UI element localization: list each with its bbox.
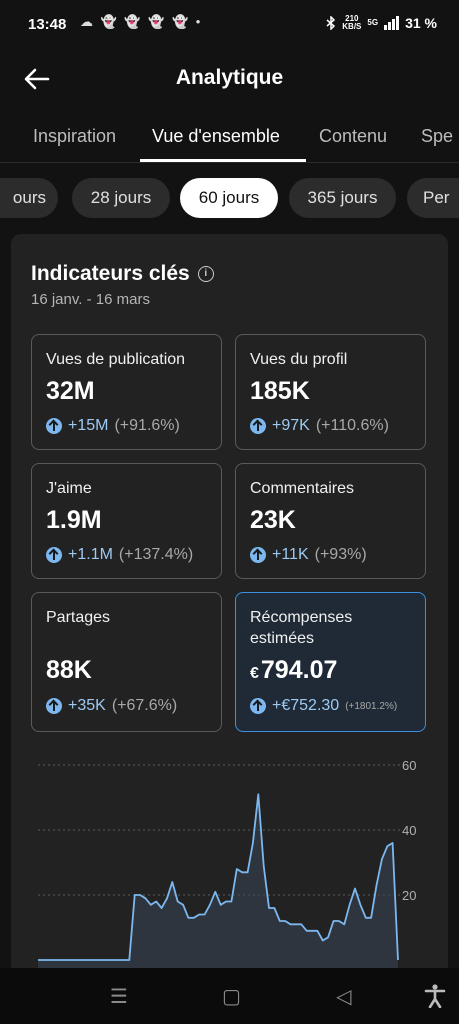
period-60-days[interactable]: 60 jours — [180, 178, 278, 218]
bluetooth-icon — [326, 16, 336, 30]
app-header: Analytique — [0, 56, 459, 102]
key-metrics-title: Indicateurs clés — [31, 262, 190, 285]
metric-change: +15M (+91.6%) — [46, 417, 180, 435]
tab-content[interactable]: Contenu — [319, 126, 388, 146]
metric-amount: 794.07 — [260, 656, 338, 684]
change-percent: (+91.6%) — [114, 417, 180, 434]
change-absolute: +1.1M — [68, 546, 113, 563]
metric-change: +35K (+67.6%) — [46, 697, 177, 715]
metric-label: Récompenses estimées — [250, 609, 353, 647]
metric-change: +1.1M (+137.4%) — [46, 546, 193, 564]
series-line — [38, 793, 399, 961]
series-area — [38, 794, 398, 994]
period-custom[interactable]: Per — [407, 178, 459, 218]
metric-shares[interactable]: Partages 88K +35K (+67.6%) — [31, 592, 222, 732]
metric-label: Commentaires — [250, 480, 355, 497]
metric-label: Vues du profil — [250, 351, 348, 368]
network-speed-unit: KB/S — [342, 22, 362, 31]
info-icon[interactable]: i — [197, 266, 214, 282]
arrow-up-icon — [46, 698, 62, 714]
y-tick-label: 20 — [402, 888, 416, 903]
status-time: 13:48 — [28, 16, 67, 33]
change-percent: (+1801.2%) — [345, 700, 398, 712]
change-absolute: +€752.30 — [272, 697, 340, 714]
metric-value: 88K — [46, 656, 92, 684]
change-absolute: +35K — [68, 697, 106, 714]
metric-value: 23K — [250, 506, 296, 534]
back-arrow-icon[interactable] — [22, 64, 52, 94]
signal-icon — [384, 16, 400, 30]
metric-estimated-rewards[interactable]: Récompenses estimées €794.07 +€752.30 (+… — [235, 592, 426, 732]
metric-likes[interactable]: J'aime 1.9M +1.1M (+137.4%) — [31, 463, 222, 579]
currency-symbol: € — [250, 665, 259, 682]
period-selector: ours 28 jours 60 jours 365 jours Per — [0, 178, 459, 220]
network-type: 5G — [367, 18, 379, 27]
status-right: 210 KB/S 5G 31 % — [326, 15, 437, 31]
period-365-days[interactable]: 365 jours — [289, 178, 396, 218]
status-bar: 13:48 ☁ 👻 👻 👻 👻 • 210 KB/S 5G 31 % — [0, 0, 459, 50]
y-tick-label: 40 — [402, 823, 416, 838]
change-percent: (+67.6%) — [111, 697, 178, 714]
page-title: Analytique — [175, 66, 284, 89]
rewards-chart: 60 40 20 — [38, 758, 416, 994]
period-7-days[interactable]: ours — [0, 178, 58, 218]
metric-value: 185K — [250, 377, 310, 405]
key-metrics-card: Indicateurs clés i 16 janv. - 16 mars Vu… — [11, 234, 448, 994]
arrow-up-icon — [46, 418, 62, 434]
date-range: 16 janv. - 16 mars — [31, 291, 150, 308]
change-percent: (+93%) — [314, 546, 367, 563]
change-absolute: +15M — [68, 417, 109, 434]
metric-value: €794.07 — [250, 656, 337, 685]
system-nav-bar: ☰ ▢ ◁ — [0, 968, 459, 1024]
change-absolute: +97K — [272, 417, 310, 434]
tab-overview[interactable]: Vue d'ensemble — [152, 126, 280, 146]
active-tab-indicator — [140, 159, 306, 162]
arrow-up-icon — [250, 547, 266, 563]
tab-inspiration[interactable]: Inspiration — [33, 126, 117, 146]
battery-level: 31 % — [405, 15, 437, 31]
card-title: Indicateurs clés i — [31, 262, 214, 286]
period-28-days[interactable]: 28 jours — [72, 178, 170, 218]
tab-bar: Inspiration Vue d'ensemble Contenu Spe — [0, 116, 459, 163]
metric-label: J'aime — [46, 480, 92, 497]
network-speed: 210 KB/S — [342, 15, 361, 31]
arrow-up-icon — [46, 547, 62, 563]
y-tick-label: 60 — [402, 758, 416, 773]
change-percent: (+137.4%) — [118, 546, 194, 563]
accessibility-icon[interactable] — [424, 984, 446, 1008]
metric-change: +11K (+93%) — [250, 546, 367, 564]
change-percent: (+110.6%) — [315, 417, 389, 434]
metric-profile-views[interactable]: Vues du profil 185K +97K (+110.6%) — [235, 334, 426, 450]
metric-comments[interactable]: Commentaires 23K +11K (+93%) — [235, 463, 426, 579]
metric-change: +€752.30 (+1801.2%) — [250, 697, 397, 715]
metric-value: 32M — [46, 377, 95, 405]
metric-post-views[interactable]: Vues de publication 32M +15M (+91.6%) — [31, 334, 222, 450]
arrow-up-icon — [250, 418, 266, 434]
notification-icons: ☁ 👻 👻 👻 👻 • — [80, 14, 203, 29]
metric-label: Vues de publication — [46, 351, 186, 368]
metric-change: +97K (+110.6%) — [250, 417, 389, 435]
arrow-up-icon — [250, 698, 266, 714]
home-icon[interactable]: ▢ — [222, 986, 241, 1008]
metric-label: Partages — [46, 609, 111, 626]
network-speed-value: 210 — [345, 14, 359, 23]
menu-icon[interactable]: ☰ — [110, 986, 128, 1008]
metric-value: 1.9M — [46, 506, 102, 534]
tab-spectators[interactable]: Spe — [421, 126, 454, 146]
change-absolute: +11K — [272, 546, 309, 563]
back-icon[interactable]: ◁ — [336, 986, 352, 1008]
